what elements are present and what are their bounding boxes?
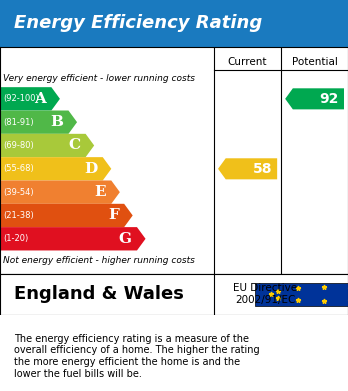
Polygon shape: [0, 111, 77, 134]
Text: (1-20): (1-20): [3, 234, 29, 243]
Polygon shape: [0, 87, 60, 111]
Text: (21-38): (21-38): [3, 211, 34, 220]
Text: F: F: [108, 208, 119, 222]
Text: (39-54): (39-54): [3, 188, 34, 197]
Text: B: B: [50, 115, 63, 129]
Polygon shape: [0, 157, 111, 181]
FancyBboxPatch shape: [255, 283, 348, 306]
Text: (55-68): (55-68): [3, 164, 34, 173]
Text: C: C: [68, 138, 80, 152]
Polygon shape: [218, 158, 277, 179]
Text: (81-91): (81-91): [3, 118, 34, 127]
Text: (92-100): (92-100): [3, 94, 39, 103]
Text: The energy efficiency rating is a measure of the
overall efficiency of a home. T: The energy efficiency rating is a measur…: [14, 334, 260, 378]
Polygon shape: [0, 227, 145, 251]
Polygon shape: [0, 181, 120, 204]
Text: Potential: Potential: [292, 57, 338, 66]
Text: 92: 92: [319, 92, 339, 106]
Text: (69-80): (69-80): [3, 141, 34, 150]
Polygon shape: [0, 204, 133, 227]
Text: E: E: [94, 185, 106, 199]
Text: Energy Efficiency Rating: Energy Efficiency Rating: [14, 14, 262, 32]
Text: D: D: [84, 162, 97, 176]
Text: G: G: [119, 232, 132, 246]
Text: Very energy efficient - lower running costs: Very energy efficient - lower running co…: [3, 74, 196, 83]
Text: England & Wales: England & Wales: [14, 285, 184, 303]
Text: EU Directive
2002/91/EC: EU Directive 2002/91/EC: [233, 283, 297, 305]
Polygon shape: [285, 88, 344, 109]
Text: 58: 58: [253, 162, 272, 176]
Text: Not energy efficient - higher running costs: Not energy efficient - higher running co…: [3, 256, 195, 265]
Text: Current: Current: [228, 57, 267, 66]
Polygon shape: [0, 134, 94, 157]
Text: A: A: [34, 92, 46, 106]
